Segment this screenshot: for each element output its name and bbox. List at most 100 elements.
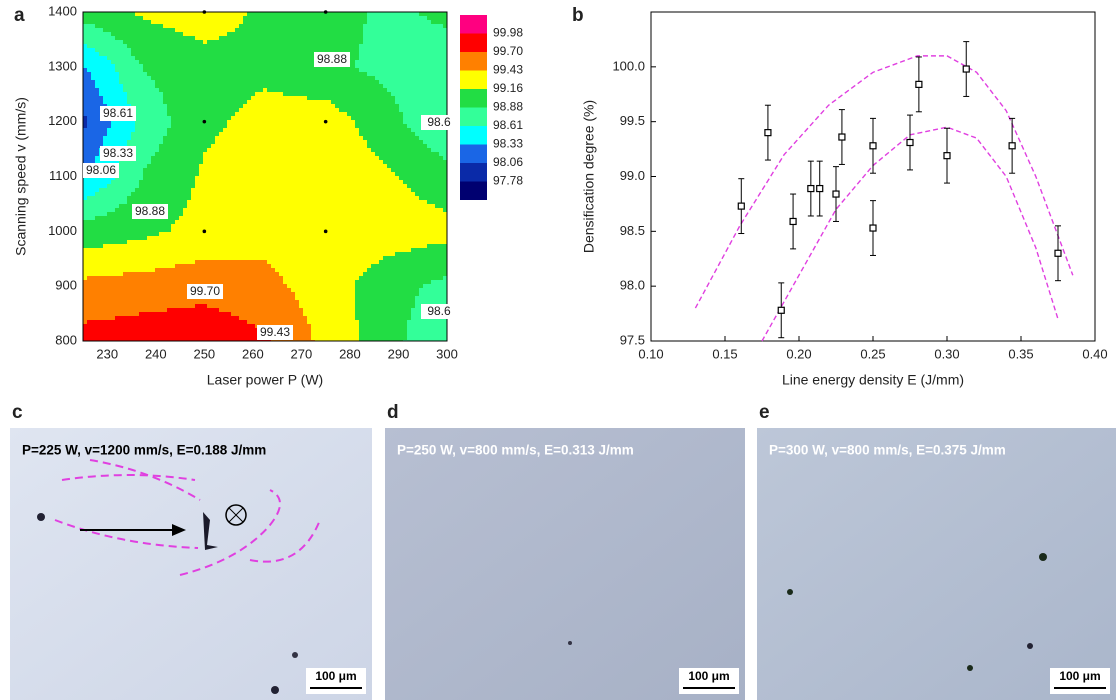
contour-cell	[143, 308, 147, 312]
contour-cell	[279, 292, 283, 296]
contour-cell	[319, 180, 323, 184]
contour-cell	[111, 84, 115, 88]
contour-cell	[91, 52, 95, 56]
contour-cell	[251, 64, 255, 68]
contour-cell	[187, 200, 191, 204]
contour-cell	[259, 288, 263, 292]
contour-cell	[295, 24, 299, 28]
contour-cell	[267, 40, 271, 44]
contour-cell	[235, 172, 239, 176]
contour-cell	[127, 324, 131, 328]
contour-cell	[171, 296, 175, 300]
contour-cell	[91, 260, 95, 264]
contour-cell	[175, 196, 179, 200]
contour-cell	[299, 148, 303, 152]
contour-cell	[311, 264, 315, 268]
contour-cell	[159, 68, 163, 72]
contour-cell	[147, 240, 151, 244]
contour-cell	[283, 36, 287, 40]
contour-cell	[307, 280, 311, 284]
contour-cell	[95, 268, 99, 272]
contour-cell	[239, 328, 243, 332]
contour-cell	[107, 316, 111, 320]
contour-cell	[299, 176, 303, 180]
contour-cell	[247, 316, 251, 320]
contour-cell	[143, 196, 147, 200]
contour-cell	[235, 32, 239, 36]
contour-cell	[107, 264, 111, 268]
contour-cell	[147, 88, 151, 92]
contour-cell	[87, 184, 91, 188]
contour-cell	[155, 32, 159, 36]
contour-cell	[247, 28, 251, 32]
contour-cell	[267, 172, 271, 176]
contour-cell	[215, 240, 219, 244]
contour-cell	[251, 196, 255, 200]
contour-cell	[219, 28, 223, 32]
contour-cell	[211, 248, 215, 252]
contour-cell	[303, 176, 307, 180]
contour-cell	[143, 332, 147, 336]
contour-cell	[263, 108, 267, 112]
contour-cell	[279, 232, 283, 236]
contour-cell	[87, 284, 91, 288]
contour-cell	[191, 84, 195, 88]
contour-cell	[235, 112, 239, 116]
contour-cell	[287, 68, 291, 72]
contour-cell	[283, 24, 287, 28]
contour-cell	[303, 152, 307, 156]
contour-cell	[315, 244, 319, 248]
contour-cell	[159, 144, 163, 148]
contour-cell	[271, 104, 275, 108]
contour-cell	[227, 48, 231, 52]
contour-cell	[87, 280, 91, 284]
contour-cell	[135, 328, 139, 332]
contour-cell	[207, 320, 211, 324]
contour-cell	[243, 56, 247, 60]
contour-cell	[115, 100, 119, 104]
contour-cell	[203, 148, 207, 152]
contour-cell	[311, 48, 315, 52]
contour-cell	[111, 28, 115, 32]
contour-cell	[135, 188, 139, 192]
contour-cell	[255, 156, 259, 160]
contour-cell	[143, 300, 147, 304]
contour-cell	[95, 72, 99, 76]
contour-cell	[267, 76, 271, 80]
contour-cell	[303, 252, 307, 256]
contour-cell	[83, 52, 87, 56]
contour-cell	[219, 12, 223, 16]
contour-cell	[139, 108, 143, 112]
contour-cell	[231, 80, 235, 84]
contour-cell	[143, 320, 147, 324]
contour-cell	[111, 92, 115, 96]
contour-cell	[299, 56, 303, 60]
contour-cell	[111, 236, 115, 240]
contour-cell	[255, 120, 259, 124]
contour-cell	[223, 92, 227, 96]
contour-cell	[107, 180, 111, 184]
contour-cell	[307, 232, 311, 236]
contour-cell	[299, 164, 303, 168]
contour-cell	[227, 332, 231, 336]
contour-cell	[303, 148, 307, 152]
contour-cell	[187, 312, 191, 316]
contour-cell	[275, 96, 279, 100]
contour-cell	[207, 104, 211, 108]
contour-cell	[215, 144, 219, 148]
contour-cell	[279, 44, 283, 48]
contour-cell	[299, 116, 303, 120]
contour-cell	[235, 132, 239, 136]
contour-cell	[163, 268, 167, 272]
contour-cell	[275, 36, 279, 40]
contour-cell	[179, 24, 183, 28]
contour-cell	[275, 164, 279, 168]
contour-cell	[111, 140, 115, 144]
contour-cell	[219, 220, 223, 224]
contour-cell	[167, 256, 171, 260]
contour-cell	[259, 72, 263, 76]
contour-cell	[283, 248, 287, 252]
contour-cell	[303, 36, 307, 40]
contour-cell	[263, 48, 267, 52]
contour-cell	[227, 276, 231, 280]
